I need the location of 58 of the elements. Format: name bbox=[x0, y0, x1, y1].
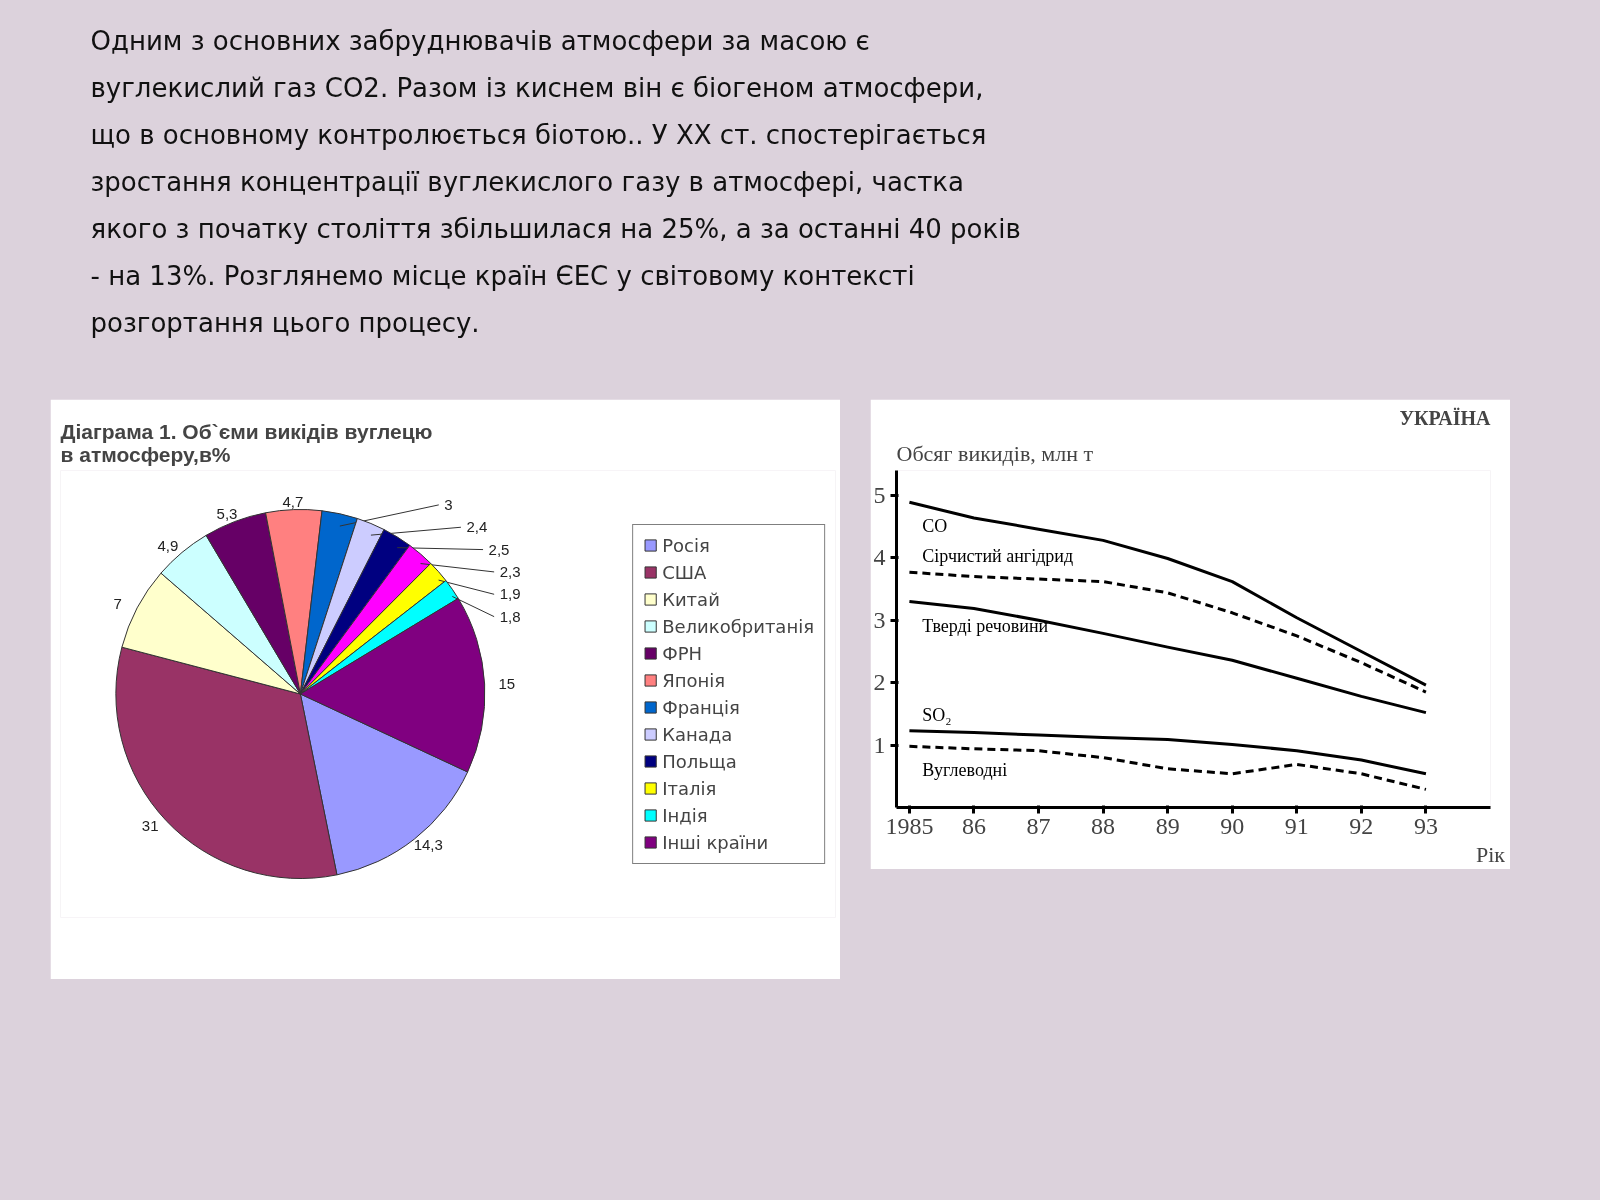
legend-label: Китай bbox=[662, 588, 720, 610]
text: що в основному контролюється біотою.. У ХХ ст. спостерігається bbox=[90, 119, 987, 150]
y-tick-label: 3 bbox=[873, 606, 886, 633]
data-label: 1,8 bbox=[499, 607, 521, 625]
text: Одним з основних забруднювачів атмосфери за масою є bbox=[90, 25, 870, 56]
legend-label: Великобританія bbox=[662, 615, 814, 637]
y-tick-label: 1 bbox=[873, 731, 886, 758]
data-label: 2,3 bbox=[499, 562, 521, 580]
data-label: 2,4 bbox=[466, 518, 488, 536]
legend-label: Італія bbox=[662, 777, 717, 799]
text: - на 13%. Розглянемо місце країн ЄЕС у світовому контексті bbox=[90, 260, 915, 291]
series-label: Вуглеводні bbox=[922, 760, 1008, 781]
series-label: Тверді речовини bbox=[922, 615, 1049, 636]
x-tick-label: 91 bbox=[1284, 812, 1309, 839]
line-series bbox=[907, 570, 1428, 694]
legend-label: Польща bbox=[662, 750, 737, 772]
data-label: 5,3 bbox=[216, 504, 238, 522]
x-tick-label: 87 bbox=[1026, 812, 1051, 839]
y-tick-label: 2 bbox=[873, 669, 886, 696]
x-tick-label: 89 bbox=[1155, 812, 1180, 839]
y-axis-title: Обсяг викидів, млн т bbox=[896, 440, 1094, 466]
line-series bbox=[907, 744, 1428, 791]
x-tick-label: 1985 bbox=[885, 812, 934, 839]
x-tick-label: 86 bbox=[961, 812, 986, 839]
text: вуглекислий газ СО2. Разом із киснем він є біогеном атмосфери, bbox=[90, 72, 984, 103]
legend-label: Росія bbox=[662, 534, 710, 556]
x-tick-label: 92 bbox=[1349, 812, 1374, 839]
x-tick-label: 88 bbox=[1091, 812, 1116, 839]
data-label: 4,9 bbox=[157, 537, 179, 555]
data-label: 31 bbox=[141, 817, 159, 835]
legend-label: Канада bbox=[662, 723, 733, 745]
x-axis-title: Рік bbox=[1475, 841, 1506, 867]
legend-label: Японія bbox=[662, 669, 726, 691]
data-label: 1,9 bbox=[499, 585, 521, 603]
text: зростання концентрації вуглекислого газу в атмосфері, частка bbox=[90, 166, 964, 197]
data-label: 2,5 bbox=[488, 540, 510, 558]
legend-label: Інші країни bbox=[662, 831, 769, 853]
data-label: 14,3 bbox=[413, 836, 443, 854]
data-label: 3 bbox=[444, 495, 453, 513]
y-tick-label: 4 bbox=[873, 544, 886, 571]
line-series bbox=[907, 500, 1428, 687]
y-tick-label: 5 bbox=[873, 481, 886, 508]
series-label: SO₂ bbox=[922, 704, 952, 725]
text: якого з початку століття збільшилася на 25%, а за останні 40 років bbox=[90, 213, 1021, 244]
data-label: 7 bbox=[113, 595, 122, 613]
x-tick-label: 93 bbox=[1413, 812, 1438, 839]
legend-label: Індія bbox=[662, 804, 708, 826]
chart-title: УКРАЇНА bbox=[1399, 406, 1492, 429]
series-label: CO bbox=[922, 516, 948, 537]
chart-title: Діаграма 1. Об`єми викідів вуглецю в атмосферу,в% bbox=[60, 419, 433, 466]
x-tick-label: 90 bbox=[1220, 812, 1245, 839]
legend-label: Франція bbox=[662, 696, 740, 718]
data-label: 15 bbox=[498, 674, 516, 692]
text: розгортання цього процесу. bbox=[90, 307, 480, 338]
legend-label: ФРН bbox=[662, 642, 703, 664]
series-label: Сірчистий ангідрид bbox=[922, 546, 1074, 567]
data-label: 4,7 bbox=[282, 492, 304, 510]
legend-label: США bbox=[662, 561, 707, 583]
